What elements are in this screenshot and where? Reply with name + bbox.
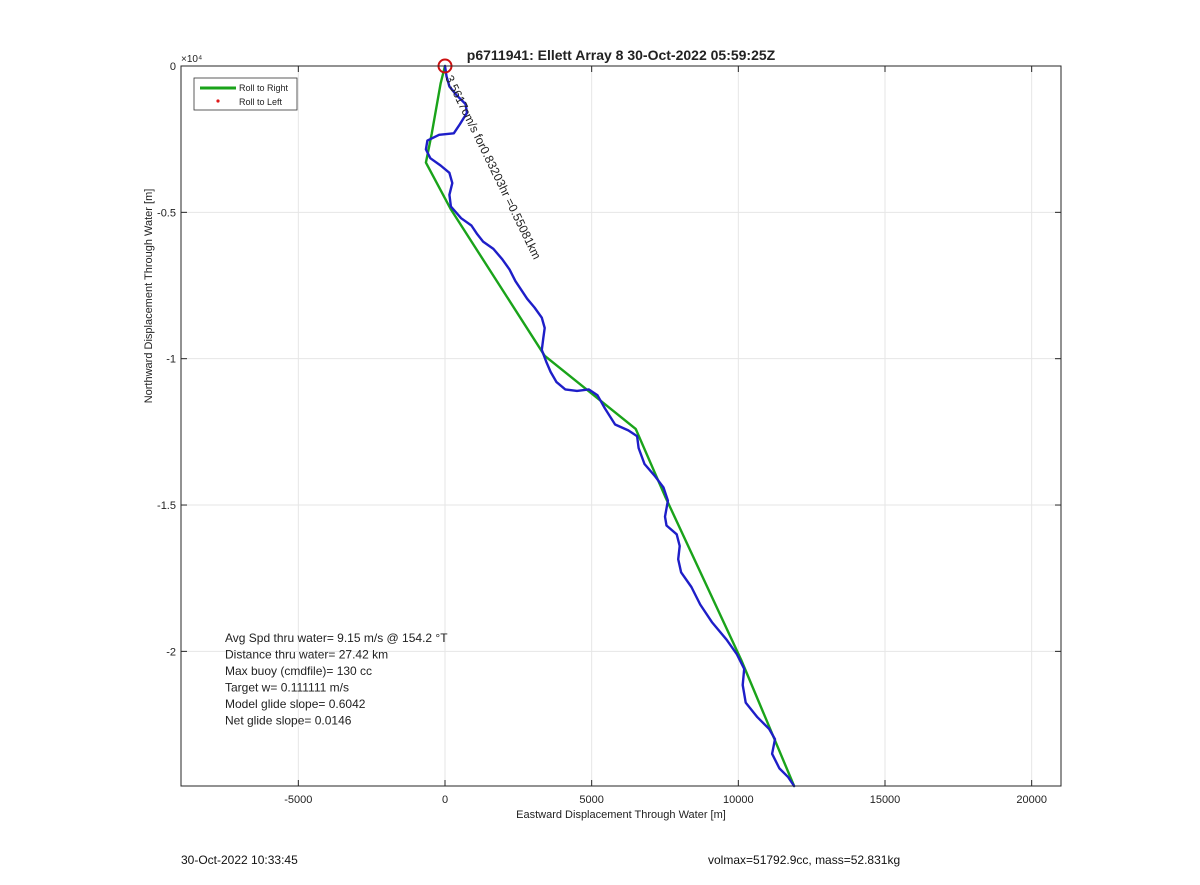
- series-track-line: [424, 64, 796, 788]
- stat-target-w: Target w= 0.111111 m/s: [225, 681, 349, 695]
- stats-block: Avg Spd thru water= 9.15 m/s @ 154.2 °T …: [225, 631, 448, 728]
- stat-avg-speed: Avg Spd thru water= 9.15 m/s @ 154.2 °T: [225, 631, 448, 645]
- legend: Roll to Right Roll to Left: [193, 77, 298, 111]
- stat-max-buoy: Max buoy (cmdfile)= 130 cc: [225, 664, 372, 678]
- track-annotation: 3.5617cm/s for0.83203hr =0.55081km: [442, 73, 544, 262]
- x-tick-label: -5000: [284, 794, 312, 806]
- y-tick-label: -1.5: [157, 500, 176, 512]
- data-series: [424, 58, 796, 788]
- axes-frame: [180, 65, 1062, 787]
- y-axis-label: Northward Displacement Through Water [m]: [143, 189, 155, 404]
- x-tick-label: 15000: [870, 794, 901, 806]
- legend-box: [193, 77, 298, 111]
- y-tick-label: 0: [170, 61, 176, 73]
- y-axis-exponent: ×10⁴: [181, 54, 202, 65]
- axis-ticks: -5000 0 5000 10000 15000 20000 0 -0.5 -1 -1.5 -2: [157, 61, 1061, 806]
- footer-timestamp: 30-Oct-2022 10:33:45: [181, 853, 298, 867]
- stat-model-glide-slope: Model glide slope= 0.6042: [225, 697, 366, 711]
- y-tick-label: -0.5: [157, 207, 176, 219]
- legend-label-roll-right: Roll to Right: [239, 83, 289, 93]
- y-tick-label: -2: [166, 646, 176, 658]
- y-tick-label: -1: [166, 354, 176, 366]
- stat-distance: Distance thru water= 27.42 km: [225, 648, 388, 662]
- legend-swatch-roll-left: [216, 99, 220, 103]
- x-tick-label: 10000: [723, 794, 754, 806]
- x-tick-label: 0: [442, 794, 448, 806]
- stat-net-glide-slope: Net glide slope= 0.0146: [225, 714, 352, 728]
- legend-label-roll-left: Roll to Left: [239, 97, 283, 107]
- x-tick-label: 5000: [579, 794, 603, 806]
- chart-title: p6711941: Ellett Array 8 30-Oct-2022 05:…: [467, 47, 776, 63]
- annotations: 3.5617cm/s for0.83203hr =0.55081km: [442, 73, 544, 262]
- x-tick-label: 20000: [1016, 794, 1047, 806]
- series-roll-right-line: [424, 64, 796, 788]
- x-axis-label: Eastward Displacement Through Water [m]: [516, 809, 726, 821]
- footer-volmax: volmax=51792.9cc, mass=52.831kg: [708, 853, 901, 867]
